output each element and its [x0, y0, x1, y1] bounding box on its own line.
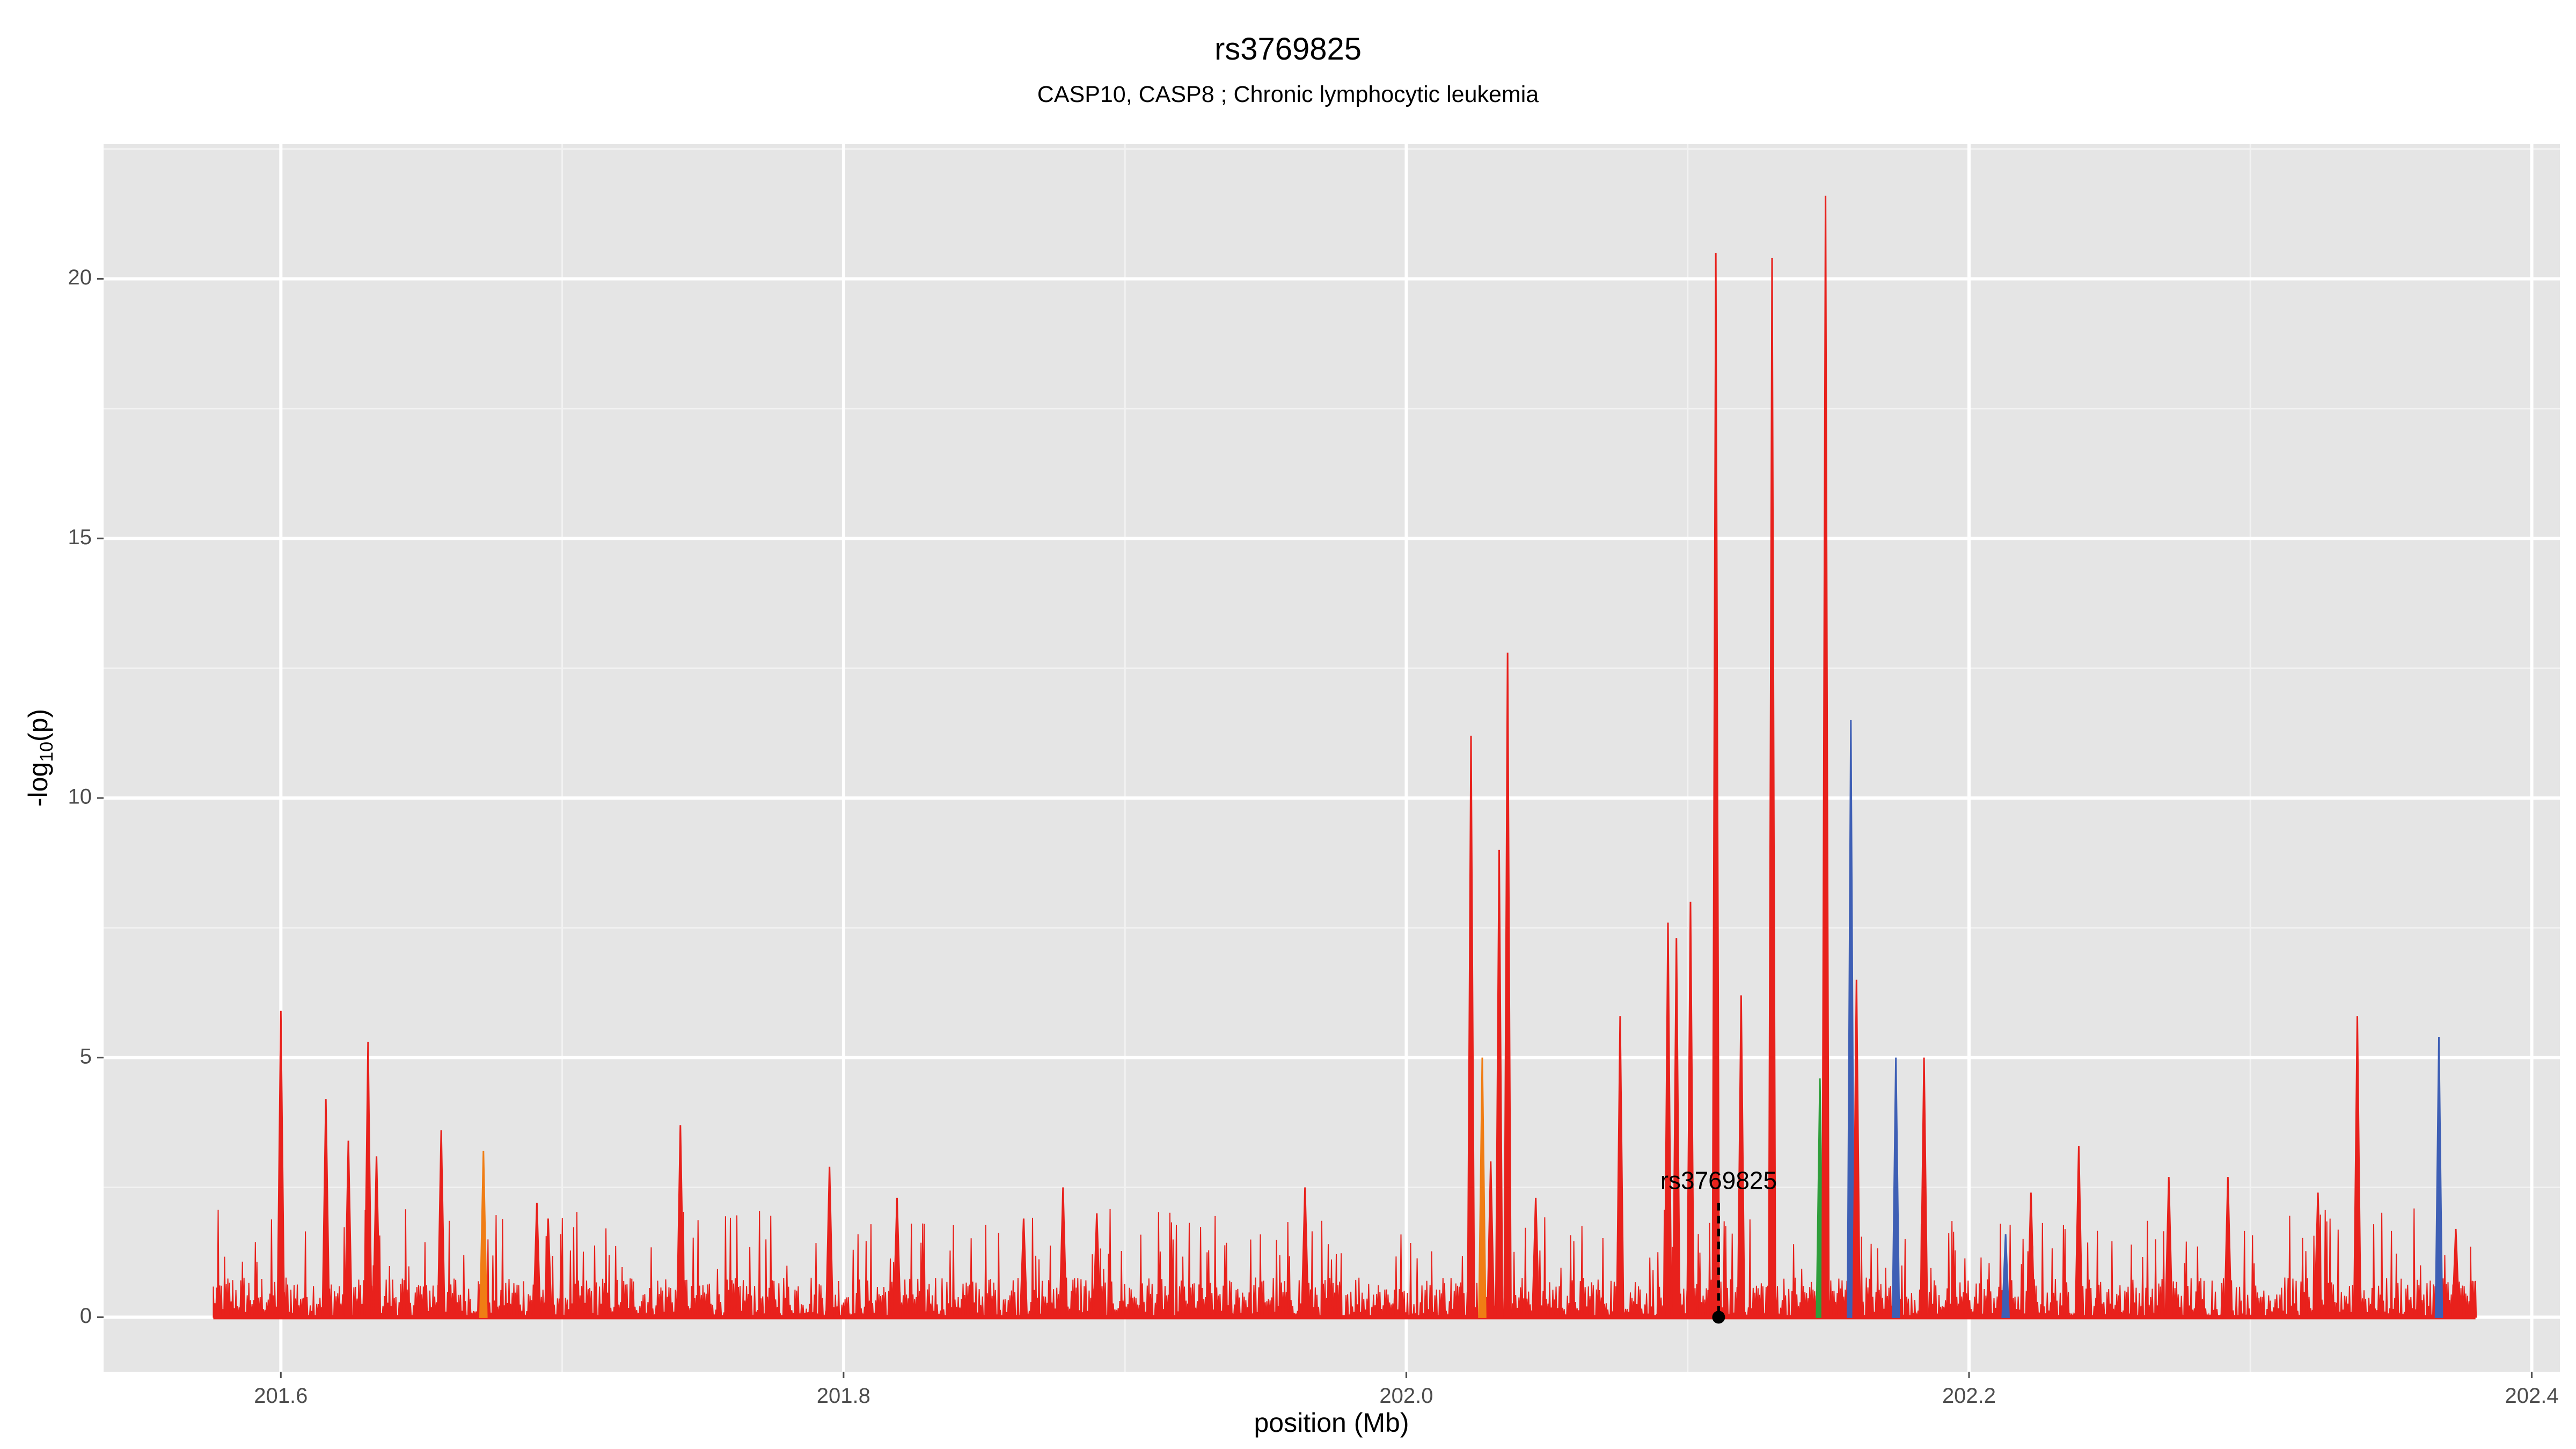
- peak-spike: [1467, 735, 1475, 1318]
- peak-spike: [2074, 1146, 2083, 1318]
- highlight-point: [1712, 1311, 1725, 1324]
- peak-spike: [1852, 979, 1861, 1318]
- y-axis-title-tail: (p): [23, 709, 53, 742]
- peak-spike: [2353, 1016, 2362, 1318]
- peak-spike: [1495, 850, 1504, 1318]
- plot-panel: [104, 144, 2560, 1372]
- peak-spike: [1019, 1218, 1028, 1318]
- peak-spike: [2451, 1228, 2460, 1318]
- y-axis-title-main: -log: [23, 762, 53, 807]
- peak-spike: [437, 1130, 445, 1318]
- peak-spike: [1891, 1057, 1900, 1318]
- peak-spike: [1092, 1213, 1101, 1318]
- peak-spike: [344, 1140, 353, 1318]
- y-axis-title: -log10(p): [23, 709, 57, 807]
- x-tick-label: 202.2: [1942, 1384, 1996, 1408]
- x-tick-label: 201.6: [254, 1384, 308, 1408]
- peak-spike: [676, 1125, 685, 1318]
- peak-spike: [825, 1166, 834, 1318]
- peak-spike: [1768, 258, 1776, 1318]
- peak-spike: [1503, 653, 1512, 1318]
- x-tick-label: 201.8: [817, 1384, 870, 1408]
- y-axis-ticks: 0 5 10 15 20: [68, 266, 104, 1328]
- peak-spike: [1486, 1161, 1495, 1318]
- y-tick-label: 0: [80, 1304, 92, 1328]
- peak-spike: [2164, 1177, 2174, 1318]
- peak-spike: [372, 1156, 381, 1318]
- peak-spike: [2434, 1036, 2443, 1318]
- peak-spike: [1300, 1187, 1309, 1318]
- peak-spike: [892, 1197, 902, 1318]
- y-axis-title-sub: 10: [36, 742, 57, 762]
- peak-spike: [1847, 720, 1855, 1318]
- peak-spike: [1686, 902, 1695, 1318]
- peak-spike: [364, 1042, 372, 1318]
- peak-spike: [1737, 995, 1746, 1318]
- peak-spike: [1664, 923, 1672, 1318]
- peak-spike: [276, 1011, 286, 1318]
- x-axis-ticks: 201.6 201.8 202.0 202.2 202.4: [254, 1372, 2559, 1408]
- grid-minor: [104, 144, 2560, 1372]
- x-tick-label: 202.4: [2505, 1384, 2559, 1408]
- x-axis-title: position (Mb): [1254, 1408, 1409, 1438]
- chart-title: rs3769825: [1214, 32, 1362, 67]
- peak-spike: [1821, 195, 1830, 1318]
- chart-subtitle: CASP10, CASP8 ; Chronic lymphocytic leuk…: [1037, 82, 1539, 107]
- x-tick-label: 202.0: [1379, 1384, 1433, 1408]
- peak-spike: [1058, 1187, 1067, 1318]
- peak-spike: [2223, 1177, 2233, 1318]
- peak-spike: [1672, 938, 1681, 1318]
- peak-spike: [2001, 1234, 2010, 1318]
- y-tick-label: 10: [68, 785, 92, 809]
- peak-spike: [1920, 1057, 1928, 1318]
- highlight-label: rs3769825: [1660, 1167, 1777, 1195]
- highlight-snp: rs3769825: [1660, 1167, 1777, 1324]
- peak-spike: [532, 1203, 541, 1318]
- y-tick-label: 15: [68, 525, 92, 549]
- y-tick-label: 20: [68, 266, 92, 289]
- peak-spike: [544, 1218, 553, 1318]
- peak-spike: [2026, 1192, 2036, 1318]
- peak-spike: [2314, 1192, 2322, 1318]
- peak-spike: [479, 1151, 488, 1318]
- peak-spike: [1531, 1197, 1540, 1318]
- y-tick-label: 5: [80, 1044, 92, 1068]
- peak-spike: [321, 1099, 330, 1318]
- peak-spike: [1616, 1016, 1624, 1318]
- peak-spike: [1478, 1057, 1487, 1318]
